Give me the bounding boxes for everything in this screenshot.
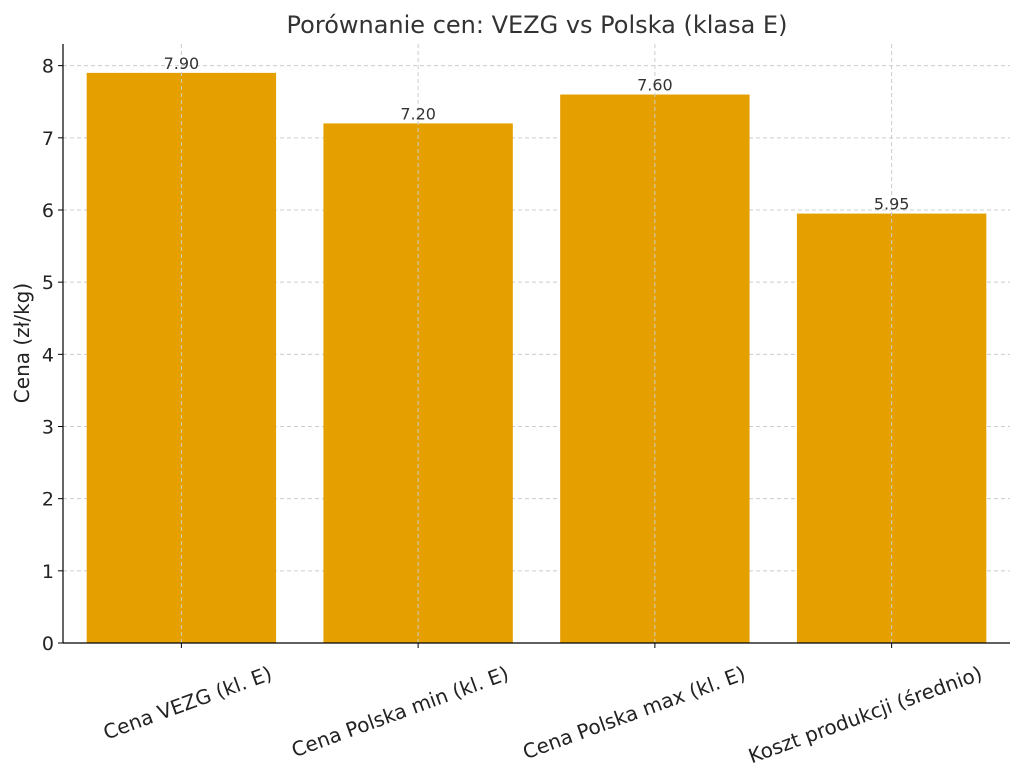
x-tick-label: Cena Polska max (kl. E): [520, 661, 749, 764]
y-tick-label: 6: [42, 200, 54, 222]
bar: [86, 72, 277, 643]
x-tick-label: Cena VEZG (kl. E): [100, 661, 275, 744]
chart-title: Porównanie cen: VEZG vs Polska (klasa E): [287, 11, 788, 39]
y-tick-label: 5: [42, 272, 54, 294]
y-tick-label: 7: [42, 128, 54, 150]
bars-layer: [86, 72, 987, 644]
y-tick-label: 8: [42, 56, 54, 78]
y-tick-label: 3: [42, 416, 54, 438]
data-label: 7.90: [164, 54, 200, 73]
axes-layer: [58, 44, 1010, 648]
y-axis-label: Cena (zł/kg): [10, 283, 34, 403]
x-tick-label: Koszt produkcji (średnio): [745, 661, 985, 768]
data-label: 7.60: [637, 76, 673, 95]
data-label: 5.95: [874, 195, 910, 214]
data-label: 7.20: [400, 104, 436, 123]
x-tick-label: Cena Polska min (kl. E): [288, 661, 512, 762]
y-tick-label: 2: [42, 489, 54, 511]
y-tick-label: 4: [42, 344, 54, 366]
y-tick-label: 0: [42, 633, 54, 655]
y-tick-label: 1: [42, 561, 54, 583]
